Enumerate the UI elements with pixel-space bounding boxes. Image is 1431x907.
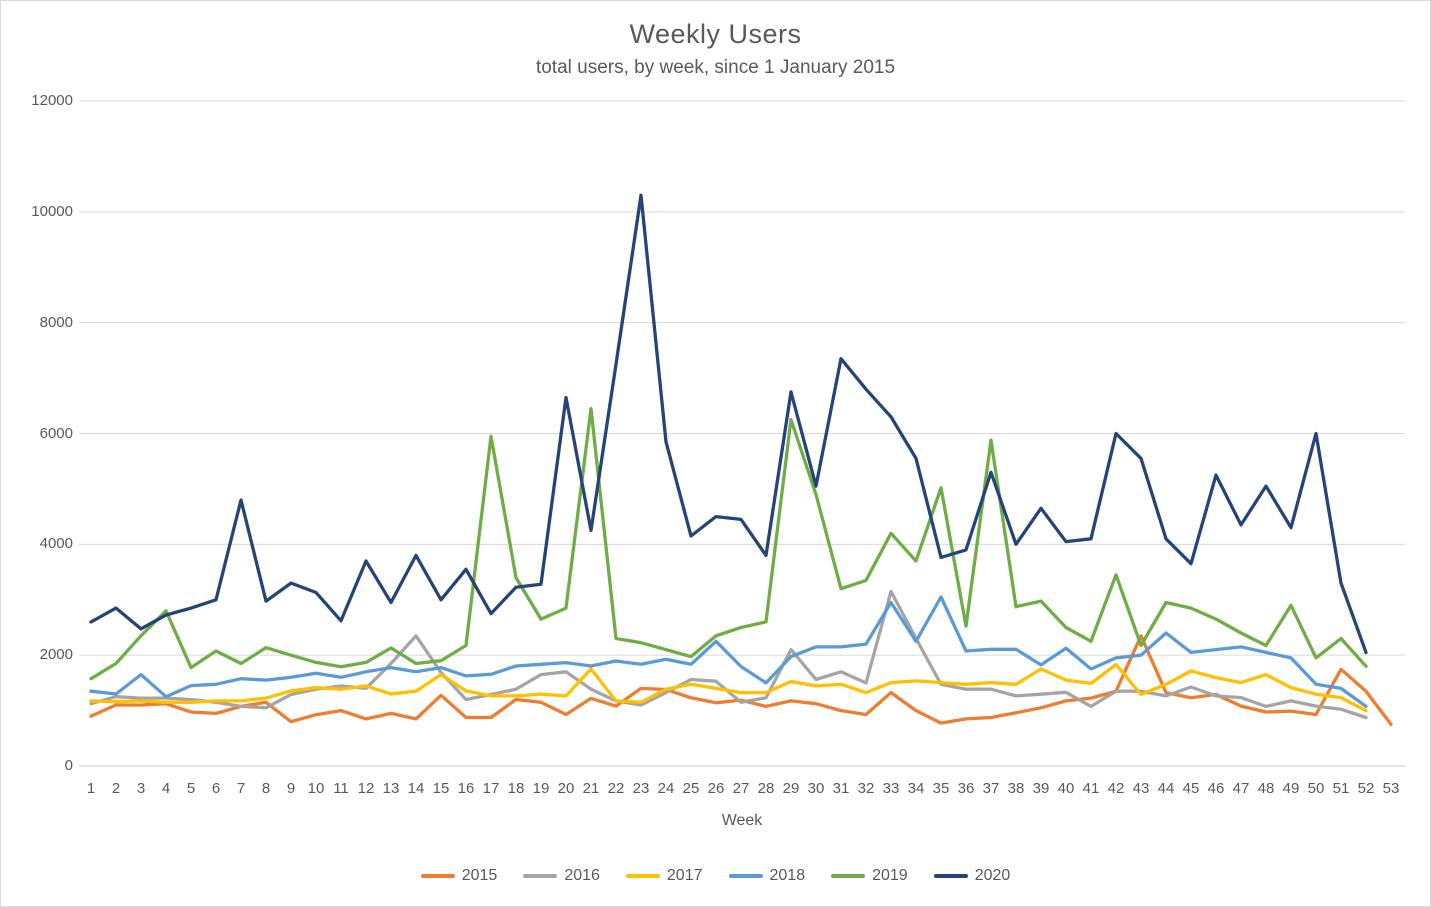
x-tick-label: 24 [657, 780, 675, 797]
x-tick-label: 6 [211, 780, 221, 797]
x-tick-label: 27 [732, 780, 750, 797]
legend-swatch-2017 [625, 873, 660, 879]
chart-subtitle: total users, by week, since 1 January 20… [535, 57, 896, 78]
series-line-2017 [89, 662, 1368, 713]
x-tick-label: 41 [1082, 780, 1100, 797]
y-tick-label: 8000 [39, 313, 73, 331]
y-tick-label: 12000 [31, 92, 73, 109]
series-line-2019 [89, 406, 1368, 681]
x-tick-label: 4 [161, 780, 171, 797]
x-tick-label: 19 [532, 780, 550, 797]
x-tick-label: 53 [1382, 780, 1400, 797]
x-tick-label: 2 [111, 780, 121, 797]
x-axis-title: Week [721, 812, 763, 829]
x-tick-label: 7 [236, 780, 246, 797]
legend-item-2019[interactable]: 2019 [831, 867, 908, 885]
x-tick-label: 29 [782, 780, 800, 797]
x-tick-label: 3 [136, 780, 146, 797]
x-tick-label: 30 [807, 780, 825, 797]
x-tick-label: 1 [86, 780, 96, 797]
x-tick-label: 31 [832, 780, 850, 797]
chart-title: Weekly Users [629, 19, 802, 49]
x-tick-label: 10 [307, 780, 325, 797]
x-tick-label: 9 [286, 780, 296, 797]
x-tick-label: 5 [186, 780, 196, 797]
x-tick-label: 45 [1182, 780, 1200, 797]
x-tick-label: 40 [1057, 780, 1075, 797]
x-tick-label: 37 [982, 780, 1000, 797]
x-tick-label: 25 [682, 780, 700, 797]
x-tick-label: 14 [407, 780, 425, 797]
x-tick-label: 22 [607, 780, 625, 797]
legend-label: 2018 [769, 867, 806, 884]
x-tick-label: 13 [382, 780, 400, 797]
x-tick-label: 38 [1007, 780, 1025, 797]
x-tick-label: 46 [1207, 780, 1225, 797]
legend-swatch-2015 [420, 873, 455, 879]
legend-swatch-2016 [523, 873, 558, 879]
x-tick-label: 34 [907, 780, 925, 797]
x-tick-label: 8 [261, 780, 271, 797]
x-tick-label: 32 [857, 780, 875, 797]
series-line-2018 [89, 595, 1368, 709]
x-tick-label: 42 [1107, 780, 1125, 797]
x-tick-label: 11 [333, 780, 349, 797]
x-tick-label: 50 [1307, 780, 1325, 797]
x-tick-label: 52 [1357, 780, 1375, 797]
x-tick-label: 48 [1257, 780, 1275, 797]
legend-item-2020[interactable]: 2020 [933, 867, 1011, 885]
x-tick-label: 26 [707, 780, 725, 797]
legend-label: 2016 [564, 867, 600, 884]
x-tick-label: 15 [432, 780, 450, 797]
legend-item-2015[interactable]: 2015 [420, 867, 498, 885]
legend-label: 2017 [666, 867, 703, 884]
legend-swatch-2020 [933, 873, 968, 879]
x-tick-label: 44 [1157, 780, 1175, 797]
x-tick-label: 21 [582, 780, 600, 797]
x-tick-label: 43 [1132, 780, 1150, 797]
series-line-2015 [89, 634, 1393, 727]
chart-legend: 2015 2016 2017 2018 2019 2020 [1, 867, 1430, 885]
x-tick-label: 47 [1232, 780, 1250, 797]
x-tick-label: 36 [957, 780, 975, 797]
x-tick-label: 16 [457, 780, 475, 797]
legend-item-2016[interactable]: 2016 [523, 867, 600, 885]
legend-swatch-2018 [728, 873, 763, 879]
x-tick-label: 35 [932, 780, 950, 797]
y-tick-label: 2000 [39, 646, 73, 664]
x-tick-label: 33 [882, 780, 900, 797]
legend-label: 2020 [974, 867, 1011, 884]
legend-item-2017[interactable]: 2017 [625, 867, 703, 885]
x-tick-label: 17 [482, 780, 500, 797]
x-tick-label: 51 [1332, 780, 1350, 797]
x-tick-label: 18 [507, 780, 525, 797]
y-tick-label: 10000 [31, 202, 73, 220]
legend-swatch-2019 [831, 873, 866, 879]
x-tick-label: 23 [632, 780, 650, 797]
x-tick-label: 20 [557, 780, 575, 797]
legend-label: 2015 [461, 867, 498, 884]
x-tick-label: 39 [1032, 780, 1050, 797]
y-tick-label: 0 [64, 757, 73, 774]
legend-item-2018[interactable]: 2018 [728, 867, 806, 885]
legend-label: 2019 [872, 867, 908, 884]
y-tick-label: 6000 [39, 424, 73, 442]
y-tick-label: 4000 [39, 535, 73, 553]
series-line-2020 [89, 193, 1368, 655]
x-tick-label: 49 [1282, 780, 1300, 797]
x-tick-label: 12 [357, 780, 375, 797]
x-tick-label: 28 [757, 780, 775, 797]
